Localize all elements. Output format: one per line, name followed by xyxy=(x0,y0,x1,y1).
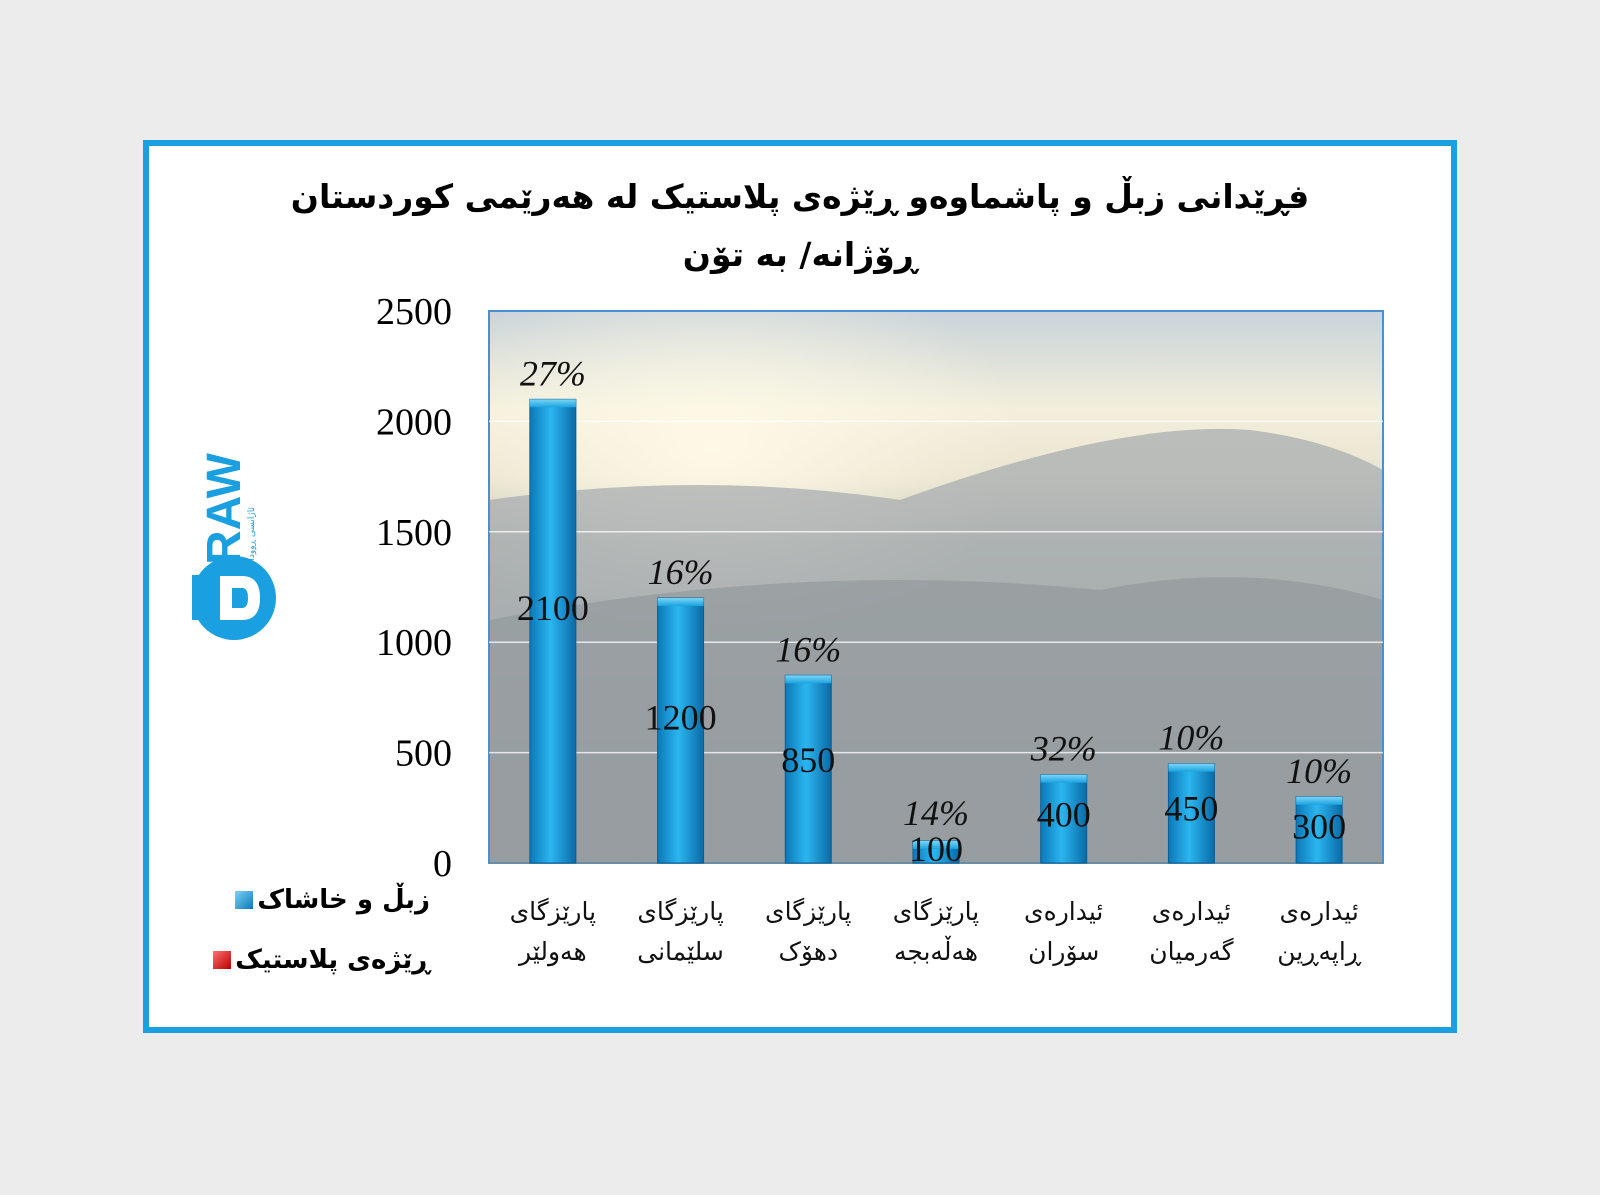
bar-top-bevel xyxy=(785,675,832,684)
bar xyxy=(784,674,832,864)
legend-swatch-plastic xyxy=(213,951,232,969)
data-label-percent: 10% xyxy=(1286,751,1352,791)
data-label-value: 2100 xyxy=(517,588,589,628)
bar-top-bevel xyxy=(657,598,704,607)
y-tick-label: 2000 xyxy=(376,401,452,443)
chart-title-line2: ڕۆژانە/ بە تۆن xyxy=(682,235,918,274)
bar-top-bevel xyxy=(913,840,959,849)
x-category-line2: ڕاپەڕین xyxy=(1277,937,1362,966)
legend-item-waste: زبڵ و خاشاک xyxy=(190,885,430,915)
plot-background-photo xyxy=(488,310,1384,864)
x-category-label: پارێزگای دهۆک xyxy=(743,892,873,972)
bar-top-bevel xyxy=(1040,774,1087,783)
bar xyxy=(657,597,705,864)
data-label-value: 300 xyxy=(1292,807,1346,847)
x-category-line1: پارێزگای xyxy=(892,897,980,926)
bar-top-bevel xyxy=(1168,763,1215,772)
x-category-line2: گەرمیان xyxy=(1149,937,1234,966)
data-label-percent: 14% xyxy=(903,793,969,833)
x-category-line2: سلێمانی xyxy=(637,937,724,966)
chart-title-line1: فڕێدانی زبڵ و پاشماوەو ڕێژەی پلاستیک لە … xyxy=(290,177,1310,216)
x-category-line2: هەڵەبجە xyxy=(893,937,979,966)
data-label-percent: 32% xyxy=(1030,729,1097,769)
legend-swatch-waste xyxy=(235,891,254,909)
x-category-label: پارێزگای هەڵەبجە xyxy=(871,892,1001,972)
legend-item-plastic: ڕێژەی پلاستیک xyxy=(190,945,430,975)
gridlines xyxy=(489,420,1383,864)
rudaw-logo: RAW ئاژانسی ڕووداو xyxy=(192,452,276,640)
data-label-value: 400 xyxy=(1037,794,1091,834)
x-category-line1: ئیدارەی xyxy=(1151,897,1232,926)
y-tick-label: 1000 xyxy=(376,622,452,664)
y-tick-label: 500 xyxy=(395,733,452,775)
bar xyxy=(1167,763,1215,864)
bar-top-bevel xyxy=(529,399,576,408)
x-category-label: ئیدارەی ڕاپەڕین xyxy=(1254,892,1384,972)
x-category-line1: ئیدارەی xyxy=(1024,897,1104,926)
x-category-label: پارێزگای سلێمانی xyxy=(616,892,746,972)
logo-d-mark xyxy=(192,556,276,640)
x-category-label: ئیدارەی سۆران xyxy=(999,892,1129,972)
x-category-line2: سۆران xyxy=(1028,937,1100,966)
x-category-line1: پارێزگای xyxy=(765,897,852,926)
data-label-percent: 16% xyxy=(775,629,841,669)
y-tick-label: 0 xyxy=(433,843,452,885)
bar xyxy=(1040,774,1088,864)
chart-title: فڕێدانی زبڵ و پاشماوەو ڕێژەی پلاستیک لە … xyxy=(0,168,1600,284)
data-label-percent: 27% xyxy=(520,353,586,393)
y-tick-label: 2500 xyxy=(376,291,452,333)
x-category-line2: دهۆک xyxy=(778,937,839,966)
x-category-line2: هەولێر xyxy=(519,937,587,966)
data-label-value: 100 xyxy=(909,829,963,869)
data-label-percent: 10% xyxy=(1158,718,1224,758)
logo-subtitle: ئاژانسی ڕووداو xyxy=(247,506,257,566)
x-category-label: پارێزگای هەولێر xyxy=(488,892,618,972)
y-tick-label: 1500 xyxy=(376,512,452,554)
x-category-line1: پارێزگای xyxy=(637,897,724,926)
legend-label-plastic: ڕێژەی پلاستیک xyxy=(235,945,430,975)
x-category-line1: ئیدارەی xyxy=(1279,897,1359,926)
x-category-label: ئیدارەی گەرمیان xyxy=(1126,892,1256,972)
bars xyxy=(529,398,1343,864)
bar-top-bevel xyxy=(1296,796,1343,805)
data-label-value: 450 xyxy=(1164,788,1218,828)
data-label-value: 1200 xyxy=(645,697,717,737)
bar xyxy=(529,398,577,864)
logo-text: RAW xyxy=(198,452,251,565)
x-category-line1: پارێزگای xyxy=(509,897,597,926)
legend-label-waste: زبڵ و خاشاک xyxy=(257,885,430,915)
y-axis-ticks: 0 500 1000 1500 2000 2500 xyxy=(376,291,452,885)
data-label-value: 850 xyxy=(781,740,835,780)
bar xyxy=(1295,796,1343,864)
data-label-percent: 16% xyxy=(648,552,714,592)
